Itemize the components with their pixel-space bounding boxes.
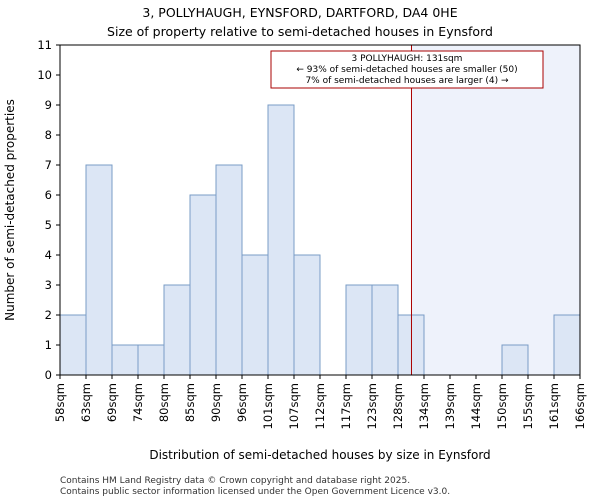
annotation-line-3: 7% of semi-detached houses are larger (4… [305, 76, 509, 86]
x-tick-label: 134sqm [417, 383, 431, 429]
y-tick-label: 1 [45, 338, 52, 352]
y-tick-label: 8 [45, 128, 52, 142]
bar-58sqm [59, 314, 87, 376]
x-tick-label: 85sqm [183, 383, 197, 422]
y-tick-label: 6 [45, 188, 52, 202]
x-tick-label: 63sqm [79, 383, 93, 422]
bar-90sqm [215, 164, 243, 376]
annotation-border [270, 50, 544, 89]
x-tick-label: 101sqm [261, 383, 275, 429]
x-tick-label: 161sqm [547, 383, 561, 429]
y-tick-label: 9 [45, 98, 52, 112]
bars-group [59, 104, 581, 376]
footer-line-1: Contains HM Land Registry data © Crown c… [60, 476, 410, 486]
x-tick-label: 139sqm [443, 383, 457, 429]
y-tick-label: 10 [37, 68, 52, 82]
y-tick-label: 0 [45, 368, 52, 382]
bar-161sqm [553, 314, 581, 376]
x-tick-label: 123sqm [365, 383, 379, 429]
x-tick-label: 128sqm [391, 383, 405, 429]
x-tick-label: 117sqm [339, 383, 353, 429]
y-axis: 0 1 2 3 4 5 6 7 8 9 10 11 [37, 38, 60, 382]
x-axis-label: Distribution of semi-detached houses by … [149, 448, 490, 462]
bar-96sqm [241, 254, 269, 376]
annotation-line-1: 3 POLLYHAUGH: 131sqm [352, 54, 463, 64]
bar-69sqm [111, 344, 139, 376]
annotation-box: 3 POLLYHAUGH: 131sqm ← 93% of semi-detac… [270, 50, 544, 89]
x-tick-label: 90sqm [209, 383, 223, 422]
y-tick-label: 7 [45, 158, 52, 172]
x-tick-label: 107sqm [287, 383, 301, 429]
bar-101sqm [267, 104, 295, 376]
x-tick-label: 112sqm [313, 383, 327, 429]
bar-123sqm [371, 284, 399, 376]
y-axis-label: Number of semi-detached properties [3, 99, 17, 321]
x-tick-label: 80sqm [157, 383, 171, 422]
bar-80sqm [163, 284, 191, 376]
larger-properties-region [411, 45, 580, 375]
bar-63sqm [85, 164, 113, 376]
x-axis: 58sqm 63sqm 69sqm 74sqm 80sqm 85sqm 90sqm 96sqm… [53, 375, 587, 429]
footer-line-2: Contains public sector information licen… [60, 487, 450, 497]
y-tick-label: 11 [37, 38, 52, 52]
x-tick-label: 150sqm [495, 383, 509, 429]
annotation-line-2: ← 93% of semi-detached houses are smalle… [296, 65, 517, 75]
bar-117sqm [345, 284, 373, 376]
bar-74sqm [137, 344, 165, 376]
bar-107sqm [293, 254, 321, 376]
x-tick-label: 166sqm [573, 383, 587, 429]
x-tick-label: 155sqm [521, 383, 535, 429]
y-tick-label: 2 [45, 308, 52, 322]
chart-subtitle: Size of property relative to semi-detach… [107, 24, 493, 39]
y-tick-label: 3 [45, 278, 52, 292]
x-tick-label: 74sqm [131, 383, 145, 422]
x-tick-label: 96sqm [235, 383, 249, 422]
x-tick-label: 144sqm [469, 383, 483, 429]
chart-title: 3, POLLYHAUGH, EYNSFORD, DARTFORD, DA4 0… [142, 5, 457, 20]
y-tick-label: 5 [45, 218, 52, 232]
y-tick-label: 4 [45, 248, 52, 262]
x-tick-label: 58sqm [53, 383, 67, 422]
bar-150sqm [501, 344, 529, 376]
x-tick-label: 69sqm [105, 383, 119, 422]
bar-85sqm [189, 194, 217, 376]
